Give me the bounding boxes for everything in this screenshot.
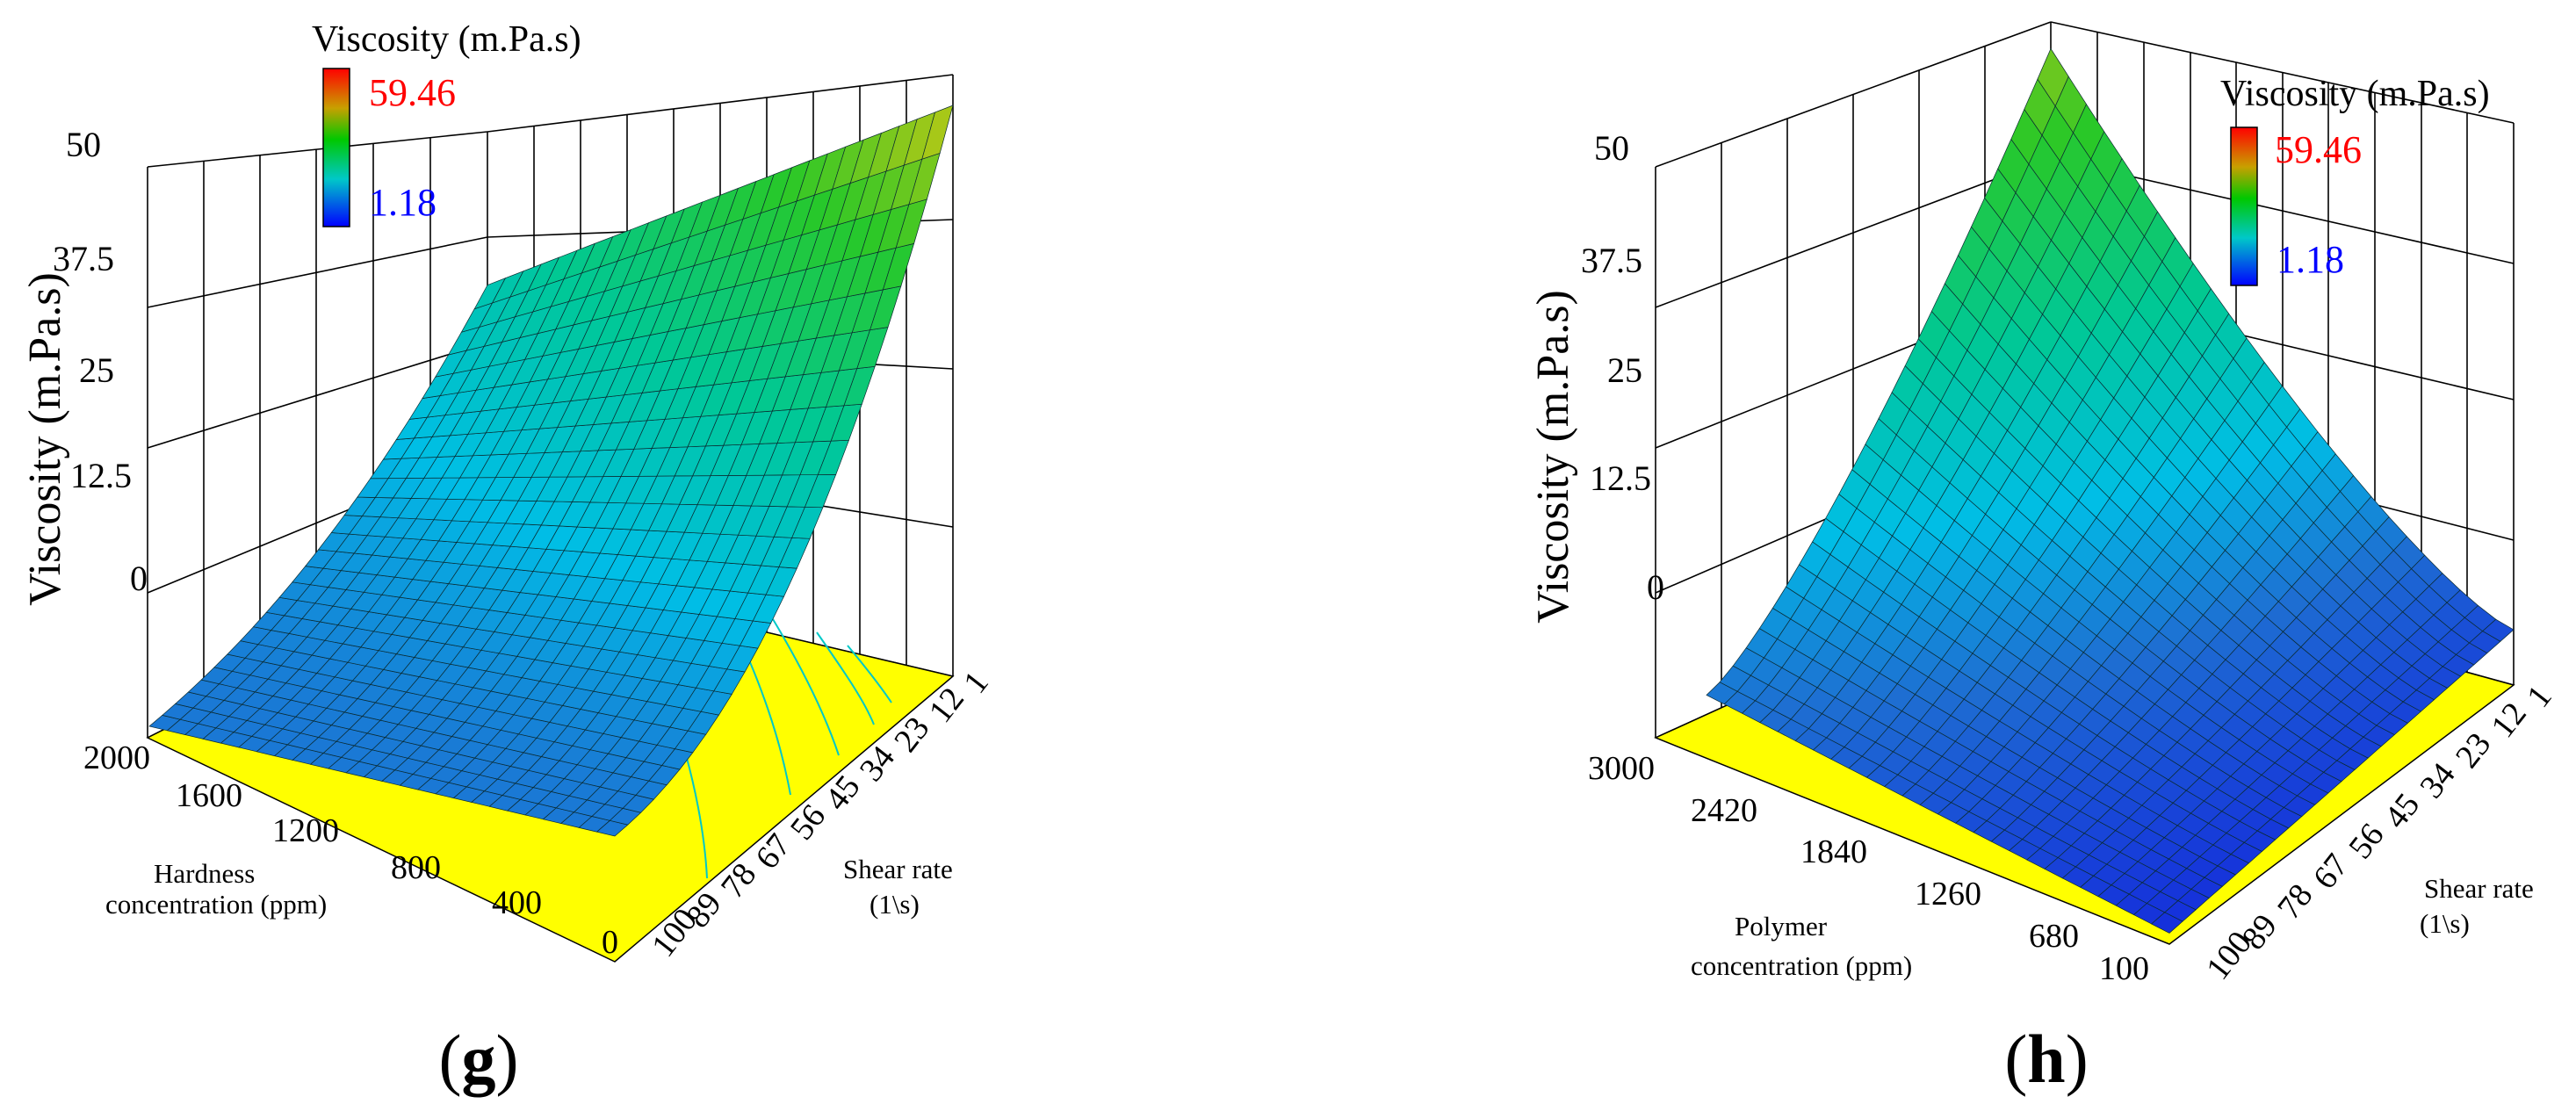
panel-letter: g [462, 1021, 496, 1097]
z-tick-label: 37.5 [1581, 241, 1642, 280]
panel-label-g: (g) [439, 1021, 519, 1097]
y-tick-label: 12 [2484, 696, 2533, 745]
legend-max-value: 59.46 [369, 71, 456, 114]
y-tick-label: 56 [2341, 817, 2391, 866]
y-axis-label-line2: (1\s) [869, 889, 920, 920]
z-tick-label: 12.5 [70, 456, 132, 495]
color-legend-h: Viscosity (m.Pa.s) 59.46 1.18 [2220, 74, 2490, 286]
y-tick-label: 67 [2306, 847, 2356, 896]
x-tick-label: 2420 [1691, 792, 1757, 829]
color-legend-g: Viscosity (m.Pa.s) 59.46 1.18 [312, 19, 581, 227]
y-axis-label-line1: Shear rate [2424, 873, 2534, 904]
x-axis-label-line2: concentration (ppm) [105, 889, 327, 920]
y-tick-label: 34 [2413, 756, 2462, 805]
z-axis-h: 50 37.5 25 12.5 0 Viscosity (m.Pa.s) [1528, 128, 1664, 624]
x-tick-label: 1600 [176, 777, 242, 814]
x-tick-label: 3000 [1588, 750, 1655, 787]
x-axis-label-line1: Hardness [154, 858, 255, 889]
surface-plot-g: 50 37.5 25 12.5 0 Viscosity (m.Pa.s) 200… [20, 19, 996, 1097]
x-axis-h: 3000 2420 1840 1260 680 100 Polymer conc… [1588, 750, 2149, 987]
x-tick-label: 800 [391, 849, 441, 886]
legend-colorbar [2230, 126, 2258, 286]
y-axis-title-h: Shear rate (1\s) [2420, 873, 2534, 939]
x-tick-label: 1200 [272, 812, 339, 849]
x-tick-label: 680 [2029, 918, 2079, 955]
legend-min-value: 1.18 [2277, 238, 2344, 281]
panel-letter: h [2027, 1021, 2065, 1097]
z-tick-label: 50 [66, 125, 101, 164]
surface-facet [2482, 618, 2515, 642]
y-tick-label: 1 [2520, 679, 2559, 715]
legend-colorbar [322, 68, 350, 227]
y-tick-label: 1 [956, 665, 996, 701]
x-axis-g: 2000 1600 1200 800 400 0 Hardness concen… [83, 739, 618, 961]
z-tick-label: 0 [130, 559, 148, 598]
surface-plot-h: 50 37.5 25 12.5 0 Viscosity (m.Pa.s) 300… [1528, 21, 2559, 1097]
x-tick-label: 100 [2099, 950, 2149, 987]
x-tick-label: 2000 [83, 739, 150, 776]
y-tick-label: 45 [2378, 787, 2427, 836]
x-axis-label-line1: Polymer [1735, 911, 1828, 941]
legend-max-value: 59.46 [2275, 128, 2362, 171]
z-tick-label: 0 [1647, 567, 1664, 607]
z-tick-label: 50 [1594, 128, 1629, 168]
z-axis-g: 50 37.5 25 12.5 0 Viscosity (m.Pa.s) [20, 125, 148, 606]
legend-title: Viscosity (m.Pa.s) [2220, 74, 2490, 114]
legend-title: Viscosity (m.Pa.s) [312, 19, 581, 60]
legend-min-value: 1.18 [369, 181, 437, 224]
panel-label-h: (h) [2004, 1021, 2088, 1097]
x-tick-label: 1840 [1800, 833, 1867, 870]
z-tick-label: 25 [79, 350, 114, 390]
x-tick-label: 0 [602, 924, 618, 961]
response-surface-h [1706, 47, 2515, 934]
x-tick-label: 400 [492, 884, 542, 921]
y-axis-label-line1: Shear rate [843, 854, 953, 884]
z-axis-label: Viscosity (m.Pa.s) [1528, 290, 1578, 624]
z-tick-label: 12.5 [1590, 458, 1651, 498]
surface-facet [921, 105, 954, 160]
x-axis-label-line2: concentration (ppm) [1691, 950, 1912, 981]
y-tick-label: 78 [2270, 877, 2320, 927]
y-axis-title-g: Shear rate (1\s) [843, 854, 953, 920]
y-tick-label: 23 [2449, 726, 2498, 776]
z-tick-label: 37.5 [53, 239, 114, 278]
response-surface-g [148, 105, 954, 837]
x-tick-label: 1260 [1915, 876, 1981, 913]
y-axis-label-line2: (1\s) [2420, 908, 2470, 939]
z-tick-label: 25 [1607, 350, 1642, 390]
z-axis-label: Viscosity (m.Pa.s) [20, 272, 70, 606]
